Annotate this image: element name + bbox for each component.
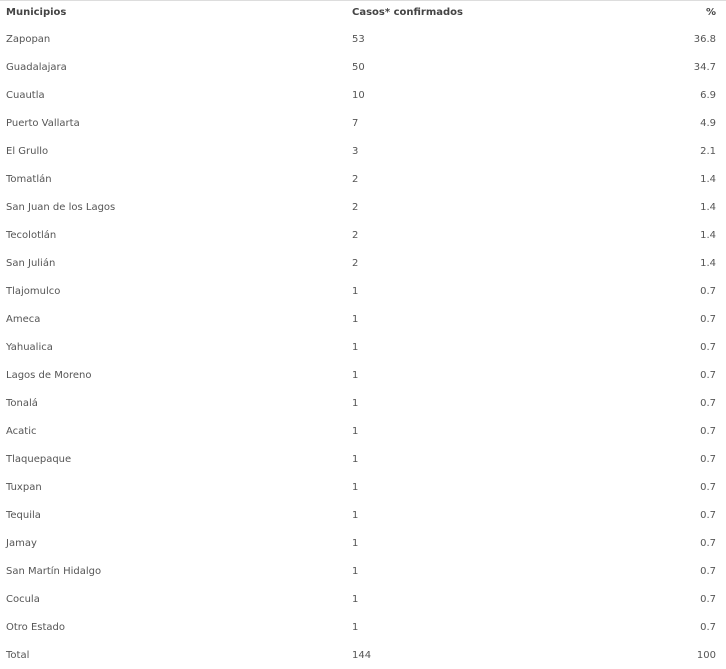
municipio-cell: San Martín Hidalgo <box>6 565 102 577</box>
casos-cell: 1 <box>352 397 359 409</box>
table-row: Jamay 1 0.7 <box>0 529 726 557</box>
percent-cell: 0.7 <box>700 453 716 465</box>
casos-cell: 2 <box>352 173 359 185</box>
municipio-cell: Tlajomulco <box>6 285 61 297</box>
header-casos: Casos* confirmados <box>352 7 463 18</box>
municipio-cell: Ameca <box>6 313 41 325</box>
municipio-cell: Tequila <box>6 509 41 521</box>
municipio-cell: Guadalajara <box>6 61 67 73</box>
casos-cell: 1 <box>352 481 359 493</box>
municipio-cell: Tlaquepaque <box>6 453 72 465</box>
total-row: Total 144 100 <box>0 641 726 669</box>
casos-cell: 1 <box>352 509 359 521</box>
table-row: San Juan de los Lagos 2 1.4 <box>0 193 726 221</box>
casos-cell: 2 <box>352 201 359 213</box>
table-row: Puerto Vallarta 7 4.9 <box>0 109 726 137</box>
table-row: El Grullo 3 2.1 <box>0 137 726 165</box>
percent-cell: 1.4 <box>700 257 716 269</box>
percent-cell: 0.7 <box>700 285 716 297</box>
percent-cell: 34.7 <box>693 61 716 73</box>
table-row: Tuxpan 1 0.7 <box>0 473 726 501</box>
table-row: Tlajomulco 1 0.7 <box>0 277 726 305</box>
table-row: San Julián 2 1.4 <box>0 249 726 277</box>
casos-cell: 1 <box>352 341 359 353</box>
percent-cell: 0.7 <box>700 369 716 381</box>
percent-cell: 0.7 <box>700 313 716 325</box>
percent-cell: 0.7 <box>700 341 716 353</box>
header-municipios: Municipios <box>6 7 67 18</box>
percent-cell: 1.4 <box>700 229 716 241</box>
casos-cell: 53 <box>352 33 365 45</box>
table-header-row: Municipios Casos* confirmados % <box>0 0 726 25</box>
casos-cell: 10 <box>352 89 365 101</box>
percent-cell: 0.7 <box>700 397 716 409</box>
casos-cell: 3 <box>352 145 359 157</box>
percent-cell: 0.7 <box>700 621 716 633</box>
table-row: Tecolotlán 2 1.4 <box>0 221 726 249</box>
municipio-cell: Cuautla <box>6 89 45 101</box>
casos-cell: 1 <box>352 425 359 437</box>
percent-cell: 0.7 <box>700 425 716 437</box>
municipio-cell: Cocula <box>6 593 40 605</box>
municipio-cell: Zapopan <box>6 33 51 45</box>
percent-cell: 1.4 <box>700 201 716 213</box>
percent-cell: 0.7 <box>700 509 716 521</box>
municipio-cell: San Julián <box>6 257 56 269</box>
table-row: Acatic 1 0.7 <box>0 417 726 445</box>
table-row: Ameca 1 0.7 <box>0 305 726 333</box>
municipio-cell: Tomatlán <box>6 173 52 185</box>
municipio-cell: Lagos de Moreno <box>6 369 92 381</box>
percent-cell: 36.8 <box>693 33 716 45</box>
table-row: Tonalá 1 0.7 <box>0 389 726 417</box>
percent-cell: 2.1 <box>700 145 716 157</box>
casos-cell: 1 <box>352 537 359 549</box>
municipio-cell: Yahualica <box>6 341 53 353</box>
municipio-cell: Puerto Vallarta <box>6 117 80 129</box>
casos-cell: 50 <box>352 61 365 73</box>
casos-cell: 1 <box>352 369 359 381</box>
casos-cell: 2 <box>352 257 359 269</box>
municipio-cell: Acatic <box>6 425 37 437</box>
municipio-cell: Tuxpan <box>6 481 42 493</box>
casos-cell: 2 <box>352 229 359 241</box>
casos-cell: 144 <box>352 649 372 661</box>
municipio-cell: Tonalá <box>6 397 38 409</box>
top-divider <box>0 0 726 1</box>
table-row: Cocula 1 0.7 <box>0 585 726 613</box>
percent-cell: 0.7 <box>700 565 716 577</box>
table-row: Tomatlán 2 1.4 <box>0 165 726 193</box>
table-row: Guadalajara 50 34.7 <box>0 53 726 81</box>
table-row: Cuautla 10 6.9 <box>0 81 726 109</box>
municipio-cell: Total <box>6 649 30 661</box>
percent-cell: 0.7 <box>700 593 716 605</box>
percent-cell: 0.7 <box>700 537 716 549</box>
casos-cell: 1 <box>352 285 359 297</box>
municipio-cell: Tecolotlán <box>6 229 57 241</box>
casos-cell: 1 <box>352 565 359 577</box>
table-row: San Martín Hidalgo 1 0.7 <box>0 557 726 585</box>
percent-cell: 0.7 <box>700 481 716 493</box>
municipio-cell: Jamay <box>6 537 37 549</box>
percent-cell: 6.9 <box>700 89 716 101</box>
table-row: Lagos de Moreno 1 0.7 <box>0 361 726 389</box>
percent-cell: 4.9 <box>700 117 716 129</box>
table-row: Tequila 1 0.7 <box>0 501 726 529</box>
municipio-cell: Otro Estado <box>6 621 66 633</box>
table-row: Otro Estado 1 0.7 <box>0 613 726 641</box>
casos-cell: 1 <box>352 593 359 605</box>
casos-cell: 1 <box>352 313 359 325</box>
municipio-cell: San Juan de los Lagos <box>6 201 116 213</box>
municipio-cell: El Grullo <box>6 145 49 157</box>
table-row: Tlaquepaque 1 0.7 <box>0 445 726 473</box>
casos-cell: 1 <box>352 453 359 465</box>
percent-cell: 100 <box>696 649 716 661</box>
table-row: Zapopan 53 36.8 <box>0 25 726 53</box>
header-percent: % <box>705 7 716 18</box>
table-row: Yahualica 1 0.7 <box>0 333 726 361</box>
casos-cell: 7 <box>352 117 359 129</box>
casos-cell: 1 <box>352 621 359 633</box>
percent-cell: 1.4 <box>700 173 716 185</box>
